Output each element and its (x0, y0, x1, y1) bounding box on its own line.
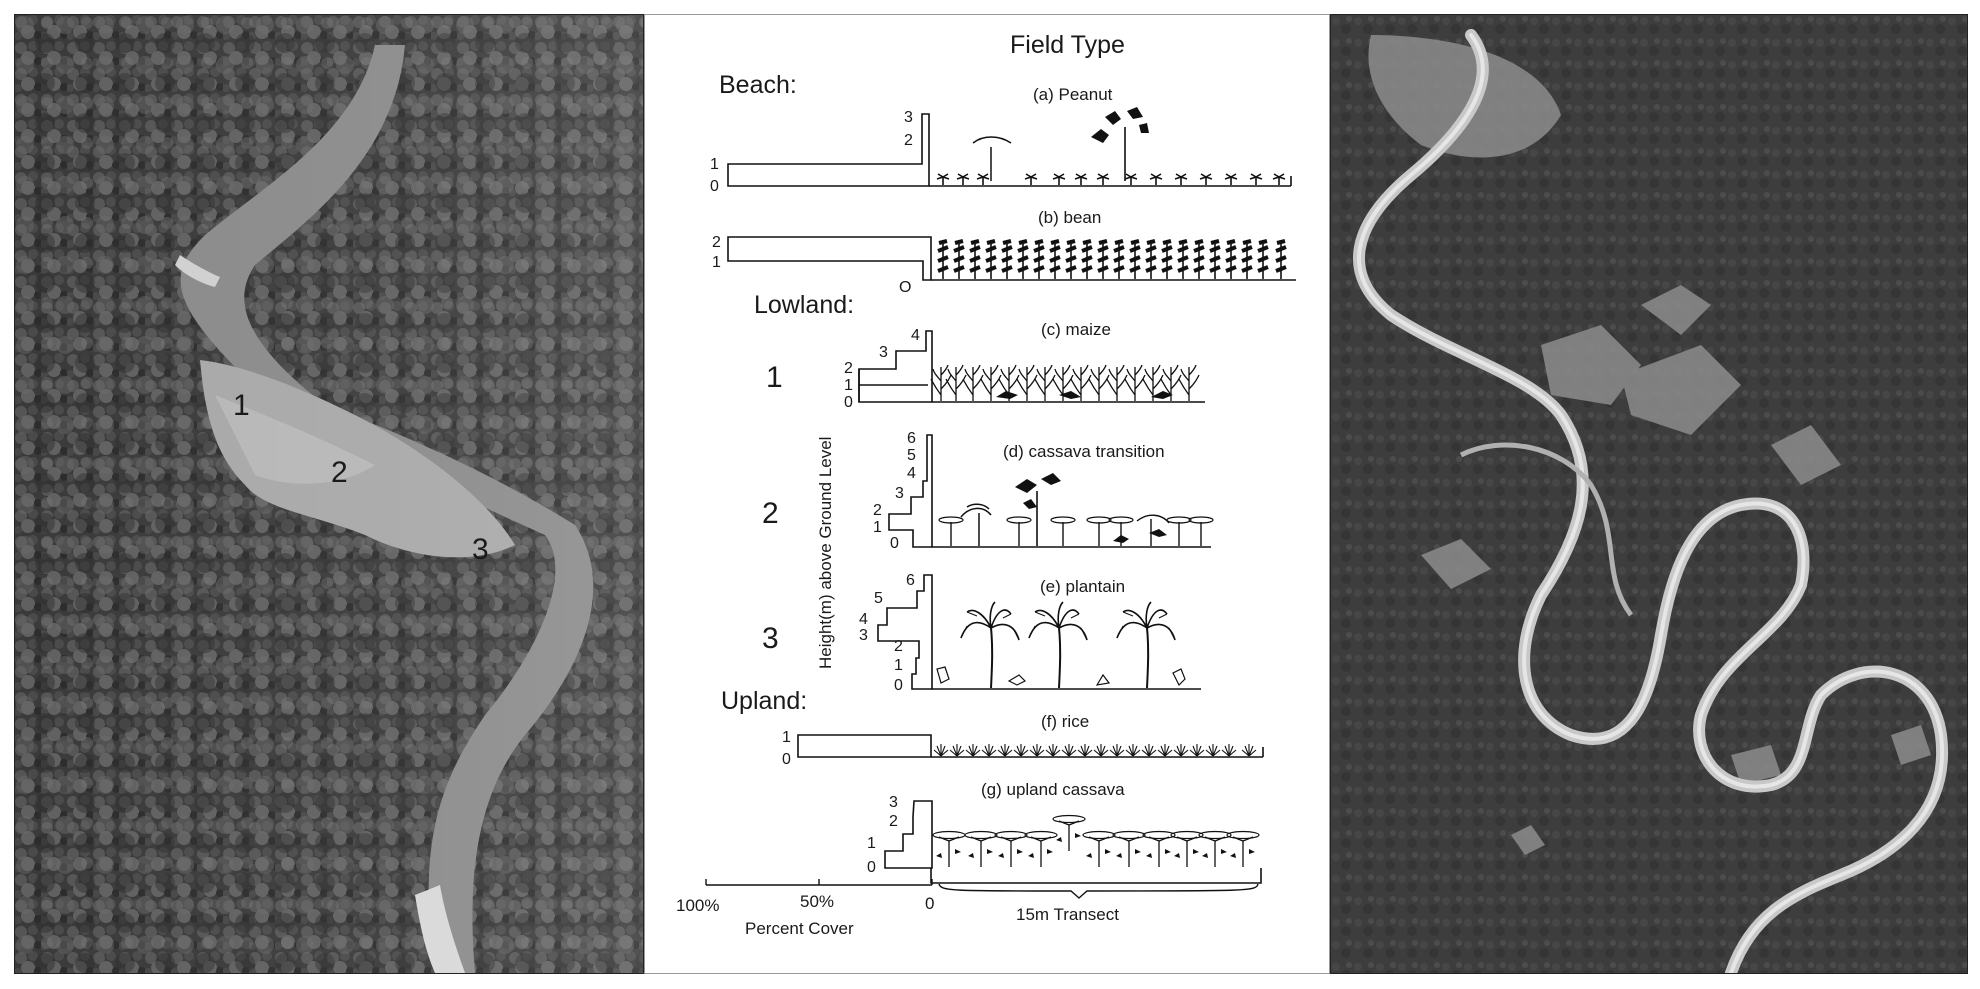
field-c-tick-3: 3 (879, 344, 888, 361)
field-d-tick-1: 1 (873, 519, 882, 536)
field-e-tick-3: 3 (859, 627, 868, 644)
field-b-tick-2: 2 (712, 234, 721, 251)
x-tick-50: 50% (800, 892, 834, 911)
peanut-plants (936, 107, 1286, 186)
field-g-tick-2: 2 (889, 813, 898, 830)
field-f-tick-0: 0 (782, 751, 791, 768)
x-tick-0: 0 (925, 894, 934, 913)
transect-scale: 15m Transect (938, 883, 1259, 924)
section-beach: Beach: (719, 71, 797, 99)
field-e-cover-profile (877, 574, 933, 690)
field-g-label: (g) upland cassava (981, 780, 1125, 799)
section-upland: Upland: (721, 687, 807, 715)
field-a-peanut: (a) Peanut 3 2 1 0 (710, 85, 1292, 195)
field-a-tick-1: 1 (710, 156, 719, 173)
meandering-river-photo (1331, 15, 1967, 973)
zone-2-diagram-label: 2 (762, 497, 779, 530)
field-d-tick-0: 0 (890, 535, 899, 552)
field-b-label: (b) bean (1038, 208, 1101, 227)
section-lowland: Lowland: (754, 291, 854, 319)
aerial-photo-left: 1 2 3 (14, 14, 644, 974)
field-e-tick-6: 6 (906, 572, 915, 589)
field-b-bean: (b) bean 2 1 O (712, 208, 1296, 296)
x-axis-label: Percent Cover (745, 919, 854, 938)
field-d-tick-5: 5 (907, 447, 916, 464)
field-type-figure: Field Type Beach: (a) Peanut 3 2 1 0 (676, 31, 1296, 938)
field-e-tick-5: 5 (874, 590, 883, 607)
zone-3-label: 3 (472, 533, 489, 566)
transect-label: 15m Transect (1016, 905, 1119, 924)
y-axis-label: Height(m) above Ground Level (816, 437, 835, 669)
field-c-tick-2: 2 (844, 360, 853, 377)
field-e-plantain: (e) plantain 3 6 5 4 3 2 1 0 (762, 572, 1201, 694)
field-b-tick-1: 1 (712, 254, 721, 271)
field-c-tick-0: 0 (844, 394, 853, 411)
field-d-tick-2: 2 (873, 502, 882, 519)
field-b-tick-0: O (899, 279, 911, 296)
field-g-cover-profile (884, 800, 933, 869)
field-e-tick-0: 0 (894, 677, 903, 694)
zone-2-label: 2 (331, 456, 348, 489)
field-d-tick-6: 6 (907, 430, 916, 447)
field-e-tick-2: 2 (894, 638, 903, 655)
forest-river-photo: 1 2 3 (15, 15, 643, 973)
diagram-title: Field Type (1010, 31, 1125, 59)
field-b-cover-profile (727, 236, 932, 281)
zone-1-label: 1 (233, 389, 250, 422)
field-c-maize: (c) maize 1 4 3 2 1 0 (766, 320, 1205, 411)
field-e-tick-1: 1 (894, 657, 903, 674)
percent-cover-axis: 100% 50% 0 Percent Cover (676, 879, 934, 938)
upland-cassava-plants (932, 814, 1260, 868)
bean-plants (936, 239, 1288, 281)
cassava-transition-plants (938, 473, 1214, 547)
field-f-label: (f) rice (1041, 712, 1089, 731)
zone-1-diagram-label: 1 (766, 361, 783, 394)
field-g-tick-1: 1 (867, 835, 876, 852)
field-d-tick-3: 3 (895, 485, 904, 502)
aerial-photo-right (1330, 14, 1968, 974)
field-d-label: (d) cassava transition (1003, 442, 1165, 461)
field-c-cover-profile (858, 330, 933, 403)
field-f-rice: (f) rice 1 0 (782, 712, 1264, 768)
field-g-upland-cassava: (g) upland cassava 3 2 1 0 (867, 780, 1262, 884)
field-a-tick-0: 0 (710, 178, 719, 195)
field-f-tick-1: 1 (782, 729, 791, 746)
field-c-label: (c) maize (1041, 320, 1111, 339)
field-g-tick-3: 3 (889, 794, 898, 811)
field-e-label: (e) plantain (1040, 577, 1125, 596)
field-type-diagram: Field Type Beach: (a) Peanut 3 2 1 0 (644, 14, 1330, 974)
plantain-plants (936, 601, 1186, 689)
rice-plants (933, 743, 1257, 757)
field-c-tick-4: 4 (911, 327, 920, 344)
maize-plants (930, 364, 1200, 402)
field-d-tick-4: 4 (907, 465, 916, 482)
zone-3-diagram-label: 3 (762, 622, 779, 655)
field-a-label: (a) Peanut (1033, 85, 1113, 104)
field-f-cover-profile (797, 734, 932, 758)
field-g-tick-0: 0 (867, 859, 876, 876)
x-tick-100: 100% (676, 896, 719, 915)
field-a-cover-profile (727, 113, 930, 187)
field-d-cassava-transition: (d) cassava transition 2 6 5 4 3 2 1 0 (762, 430, 1214, 552)
field-e-tick-4: 4 (859, 611, 868, 628)
field-d-cover-profile (888, 434, 933, 548)
field-a-tick-3: 3 (904, 109, 913, 126)
field-a-tick-2: 2 (904, 132, 913, 149)
field-c-tick-1: 1 (844, 377, 853, 394)
